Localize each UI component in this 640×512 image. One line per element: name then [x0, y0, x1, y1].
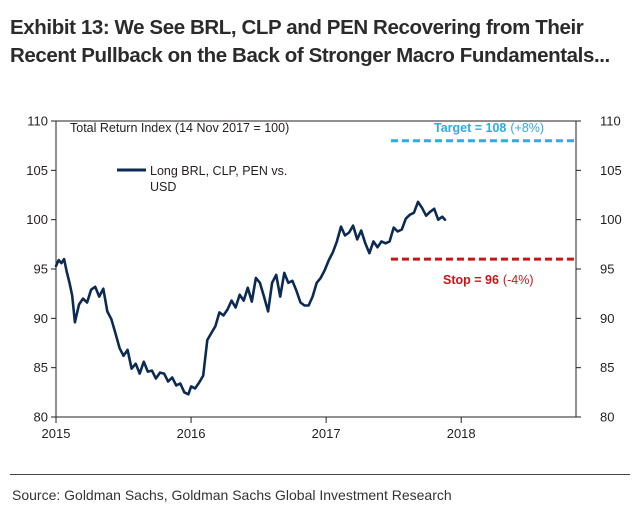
chart-title-line-2: Recent Pullback on the Back of Stronger …: [10, 44, 610, 67]
chart-marks: [54, 139, 576, 396]
stop-annotation: Stop = 96 (-4%): [443, 273, 533, 287]
series-line-0: [54, 200, 447, 396]
legend-label-line-1: Long BRL, CLP, PEN vs.: [150, 164, 287, 178]
target-pct: (+8%): [510, 121, 544, 135]
source-note: Source: Goldman Sachs, Goldman Sachs Glo…: [12, 487, 452, 503]
y-tick-label-left-110: 110: [27, 114, 48, 129]
y-tick-label-left-105: 105: [26, 163, 48, 178]
stop-pct: (-4%): [503, 273, 534, 287]
target-annotation: Target = 108 (+8%): [434, 121, 544, 135]
stop-label: Stop = 96: [443, 273, 499, 287]
y-tick-label-right-100: 100: [600, 212, 622, 227]
plot-frame: [55, 120, 577, 418]
axis-ticks: 80 80 85 85 90 90 95 95 100 100 105 105 110 110 2015 20…: [26, 114, 621, 442]
target-label: Target = 108: [434, 121, 506, 135]
y-tick-label-left-100: 100: [26, 212, 48, 227]
chart-title-line-1: Exhibit 13: We See BRL, CLP and PEN Reco…: [10, 16, 584, 39]
y-tick-label-right-80: 80: [600, 410, 614, 425]
y-tick-label-left-95: 95: [34, 262, 48, 277]
chart-title: Exhibit 13: We See BRL, CLP and PEN Reco…: [10, 14, 632, 70]
legend-label-line-2: USD: [150, 180, 176, 194]
y-tick-label-right-105: 105: [600, 163, 622, 178]
source-divider: [10, 474, 630, 475]
chart-subtitle: Total Return Index (14 Nov 2017 = 100): [70, 121, 289, 135]
y-tick-label-right-110: 110: [600, 114, 621, 129]
y-tick-label-left-85: 85: [34, 360, 48, 375]
y-tick-label-left-80: 80: [34, 410, 48, 425]
y-tick-label-left-90: 90: [34, 311, 48, 326]
y-tick-label-right-85: 85: [600, 360, 614, 375]
x-tick-label-2018: 2018: [447, 426, 476, 441]
x-tick-label-2016: 2016: [177, 426, 206, 441]
y-tick-label-right-90: 90: [600, 311, 614, 326]
x-tick-label-2015: 2015: [42, 426, 71, 441]
y-tick-label-right-95: 95: [600, 262, 614, 277]
x-tick-label-2017: 2017: [312, 426, 341, 441]
